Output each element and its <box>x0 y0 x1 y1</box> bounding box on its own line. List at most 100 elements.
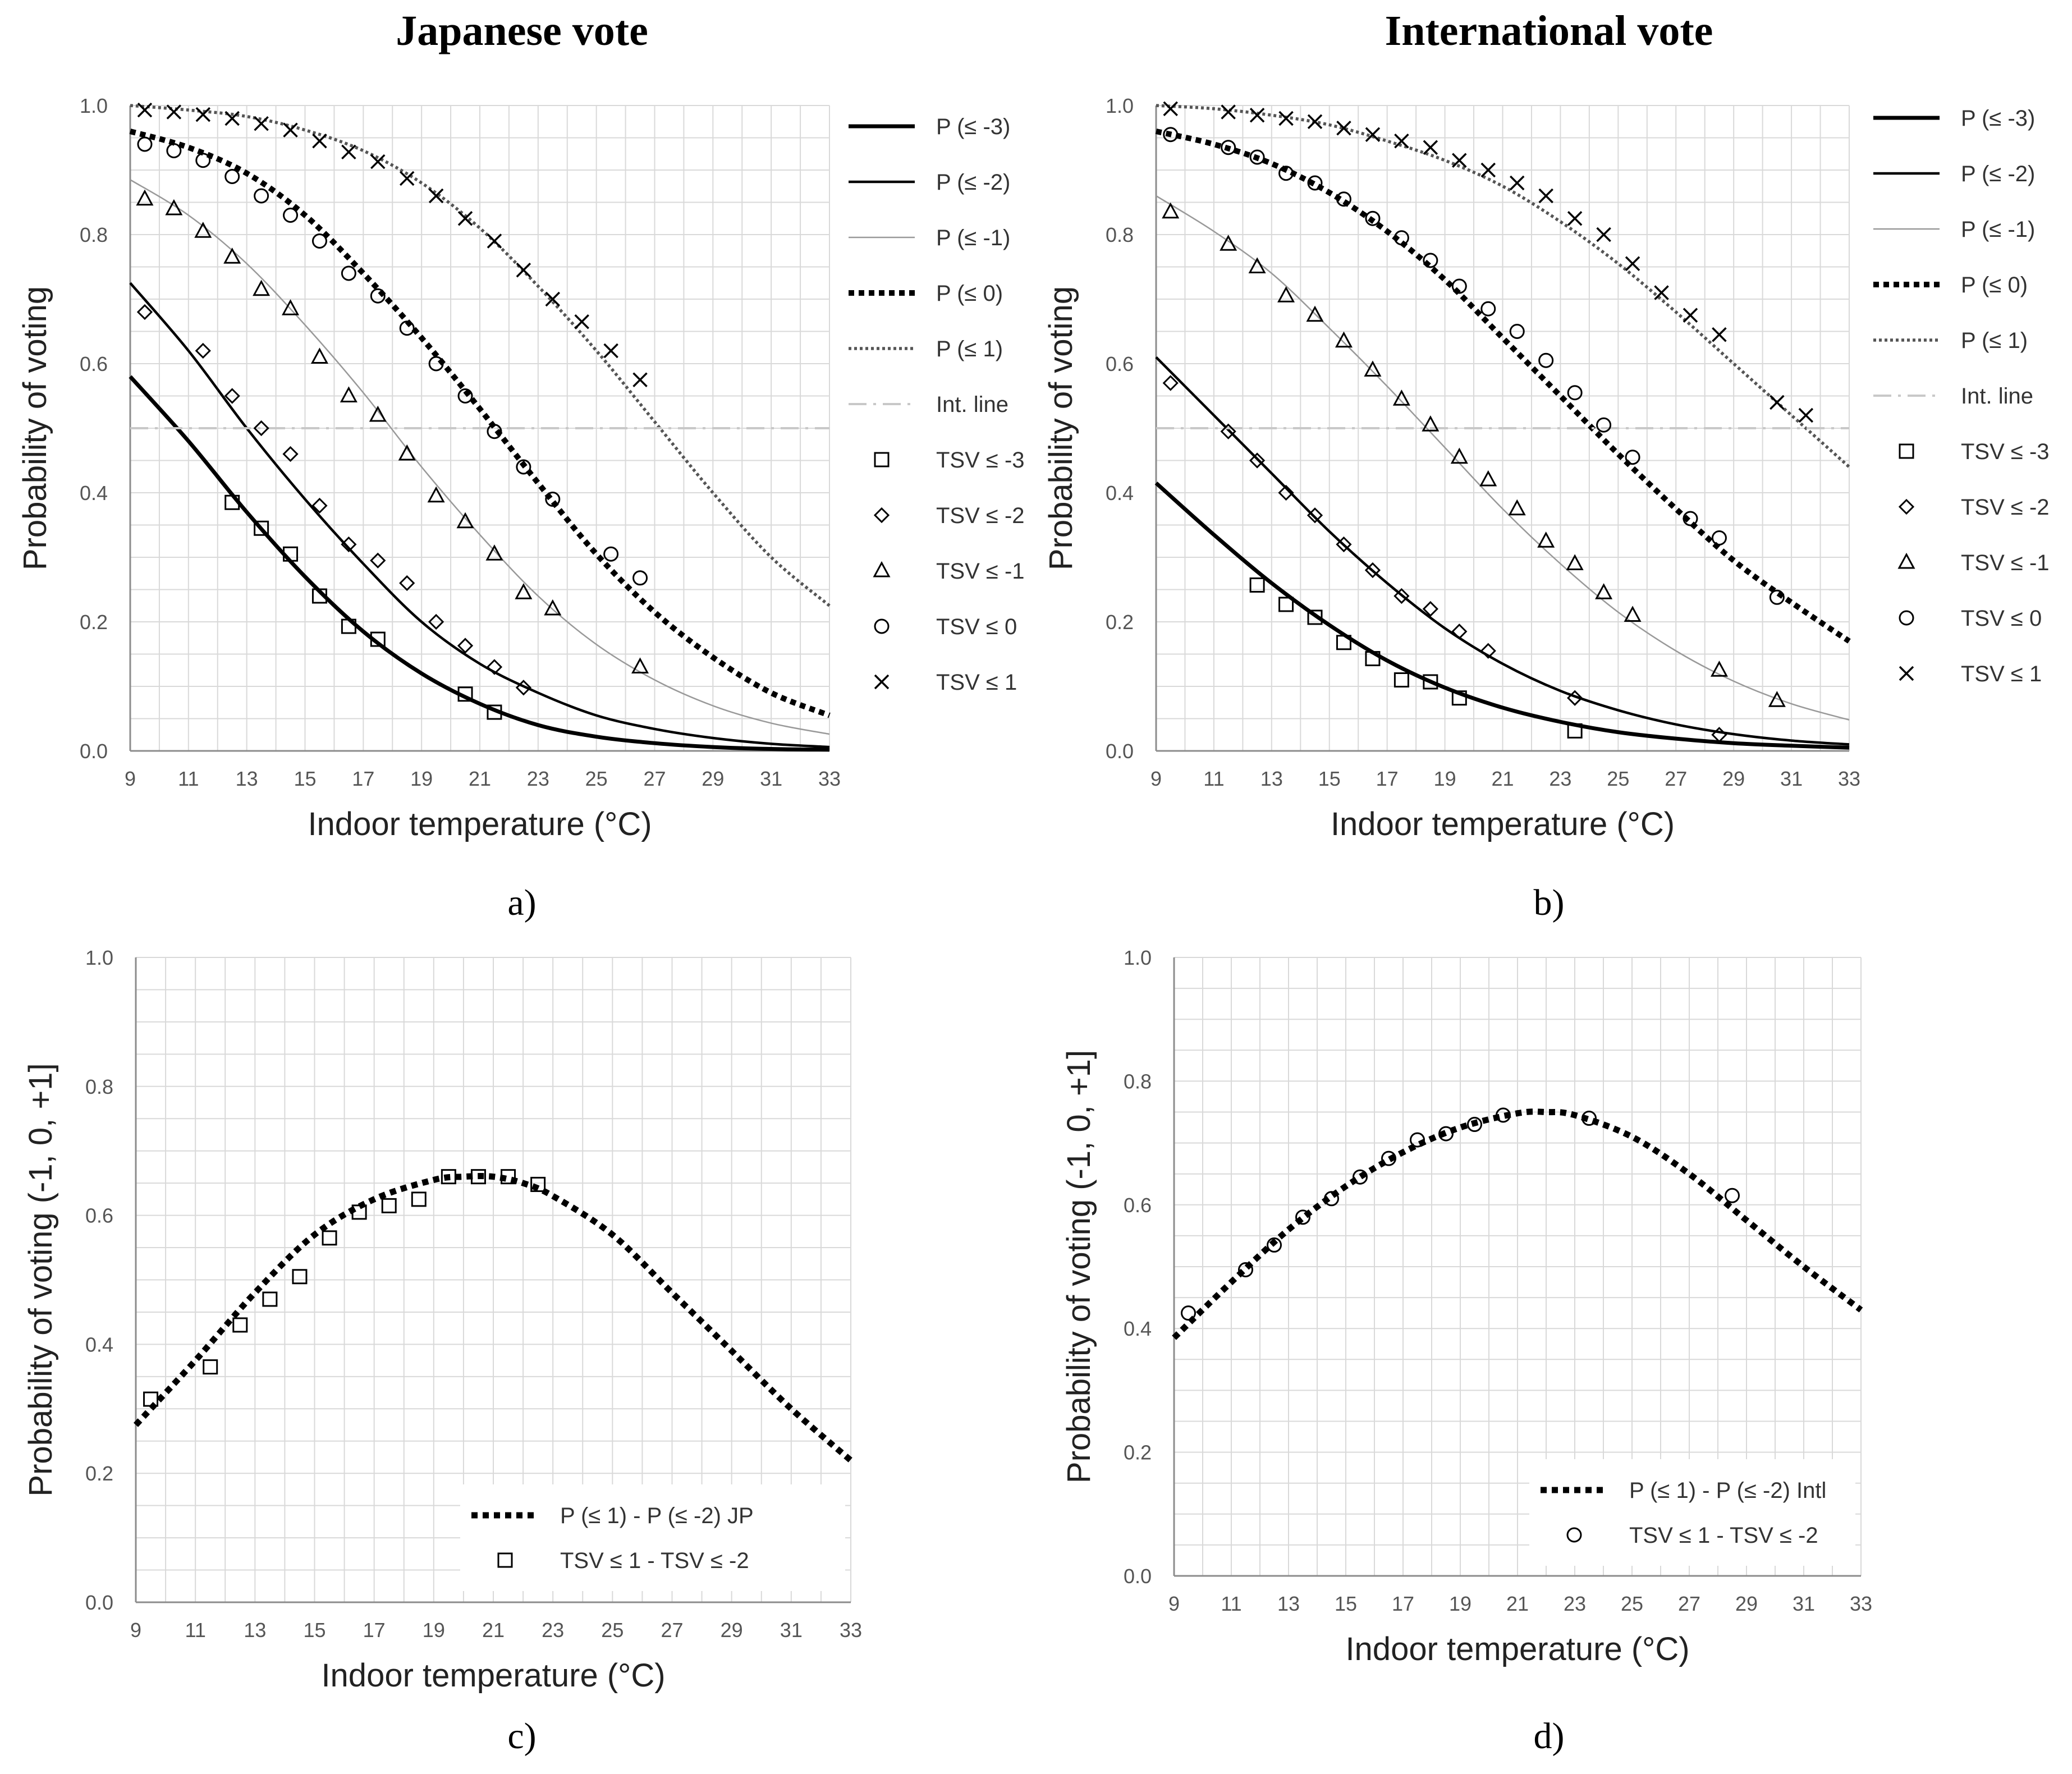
data-point-circle <box>1278 166 1294 181</box>
y-tick-label: 0.4 <box>1124 1317 1152 1340</box>
legend-label-tsv-1: TSV ≤ -1 <box>936 559 1025 584</box>
data-point-cross <box>1365 127 1381 142</box>
x-tick-label: 13 <box>236 767 258 790</box>
data-point-triangle <box>340 386 357 402</box>
data-point-cross <box>1770 395 1785 410</box>
data-point-cross <box>1596 227 1611 242</box>
data-point-square <box>1336 635 1351 650</box>
data-point-triangle <box>1220 235 1237 251</box>
data-point-square <box>1365 651 1381 667</box>
data-point-cross <box>1712 327 1727 342</box>
x-tick-label: 19 <box>1434 767 1456 790</box>
data-point-diamond <box>515 680 531 696</box>
legend-label-int-line: Int. line <box>1961 384 2033 409</box>
y-tick-label: 0.2 <box>1124 1441 1152 1464</box>
series-line-p-2 <box>1155 356 1850 746</box>
series-line-p-1-p-2-jp <box>133 1173 853 1463</box>
series-line-p-1 <box>130 104 831 607</box>
x-tick-label: 17 <box>1376 767 1399 790</box>
data-point-cross <box>545 291 561 307</box>
legend-label-p-1: P (≤ -1) <box>936 226 1010 250</box>
data-point-diamond <box>1451 624 1468 640</box>
data-point-diamond <box>428 613 444 630</box>
data-point-cross <box>195 107 211 122</box>
data-point-circle <box>1509 324 1525 339</box>
data-point-circle <box>603 546 619 562</box>
legend-marker-circle <box>1899 610 1914 626</box>
legend-label-p-2: P (≤ -2) <box>936 170 1010 195</box>
data-point-triangle <box>369 405 387 422</box>
series-points-tsv-1 <box>136 189 649 673</box>
y-tick-label: 0.8 <box>80 223 108 246</box>
data-point-square <box>262 1291 278 1307</box>
data-point-circle <box>311 233 327 249</box>
y-tick-label: 0.6 <box>85 1204 113 1227</box>
data-point-triangle <box>310 347 328 364</box>
x-tick-label: 29 <box>721 1619 743 1642</box>
data-point-triangle <box>1162 202 1180 219</box>
data-point-triangle <box>1595 583 1613 599</box>
data-point-diamond <box>1393 588 1410 604</box>
data-point-circle <box>1336 191 1351 207</box>
legend-label-p-0: P (≤ 0) <box>1961 273 2028 297</box>
data-point-cross <box>1452 153 1467 168</box>
x-tick-label: 25 <box>1621 1592 1643 1615</box>
data-point-cross <box>166 104 182 120</box>
data-point-triangle <box>1422 415 1440 432</box>
data-point-circle <box>1567 385 1583 401</box>
data-point-cross <box>1336 121 1351 136</box>
data-point-square <box>370 631 386 647</box>
x-tick-label: 29 <box>1735 1592 1758 1615</box>
x-tick-label: 11 <box>1203 767 1224 790</box>
data-point-circle <box>1324 1191 1339 1207</box>
legend-label-tsv-1: TSV ≤ -1 <box>1961 551 2050 575</box>
legend-label-tsv-0: TSV ≤ 0 <box>1961 606 2042 631</box>
x-tick-label: 13 <box>1277 1592 1300 1615</box>
data-point-circle <box>1221 140 1236 155</box>
data-point-square <box>232 1317 248 1333</box>
x-tick-label: 27 <box>1678 1592 1700 1615</box>
title-japanese-vote: Japanese vote <box>396 7 648 54</box>
data-point-cross <box>370 154 386 169</box>
data-point-cross <box>457 211 473 226</box>
x-tick-label: 15 <box>303 1619 326 1642</box>
x-tick-label: 23 <box>1564 1592 1586 1615</box>
series-points-tsv-2 <box>1162 375 1727 743</box>
x-tick-label: 31 <box>760 767 782 790</box>
data-point-circle <box>1596 417 1612 433</box>
data-point-circle <box>137 136 153 152</box>
data-point-cross <box>1683 308 1698 323</box>
data-point-circle <box>1181 1305 1196 1321</box>
x-tick-label: 17 <box>1392 1592 1414 1615</box>
data-point-square <box>1423 674 1438 690</box>
legend-background <box>460 1484 845 1591</box>
data-point-diamond <box>399 575 415 592</box>
data-point-circle <box>1393 230 1409 246</box>
x-tick-label: 27 <box>643 767 666 790</box>
series-points-tsv-2 <box>136 304 531 696</box>
data-point-triangle <box>631 657 649 673</box>
legend-marker-triangle <box>873 561 891 577</box>
x-tick-label: 29 <box>702 767 724 790</box>
x-tick-label: 13 <box>1260 767 1283 790</box>
legend-label-tsv-1-tsv-2: TSV ≤ 1 - TSV ≤ -2 <box>560 1548 749 1573</box>
data-point-triangle <box>485 544 503 561</box>
data-point-cross <box>224 111 240 126</box>
data-point-square <box>283 546 299 562</box>
data-point-circle <box>224 169 240 184</box>
x-axis-title: Indoor temperature (°C) <box>321 1657 665 1694</box>
legend-label-tsv-1-tsv-2: TSV ≤ 1 - TSV ≤ -2 <box>1629 1523 1818 1548</box>
data-point-triangle <box>1537 531 1555 548</box>
data-point-square <box>224 494 240 510</box>
series-line-p-2 <box>129 282 830 749</box>
data-point-triangle <box>1248 257 1266 273</box>
data-point-circle <box>1163 127 1179 143</box>
x-tick-label: 23 <box>527 767 549 790</box>
data-point-circle <box>1295 1209 1310 1225</box>
data-point-circle <box>1769 589 1785 605</box>
data-point-triangle <box>515 583 533 599</box>
x-tick-label: 17 <box>363 1619 386 1642</box>
x-tick-label: 31 <box>1780 767 1803 790</box>
chart-a: 9 11 13 15 17 19 21 23 25 27 29 31 33 0.0 0.2 0.4 0.6 0.8… <box>17 94 1025 842</box>
x-tick-label: 31 <box>780 1619 803 1642</box>
